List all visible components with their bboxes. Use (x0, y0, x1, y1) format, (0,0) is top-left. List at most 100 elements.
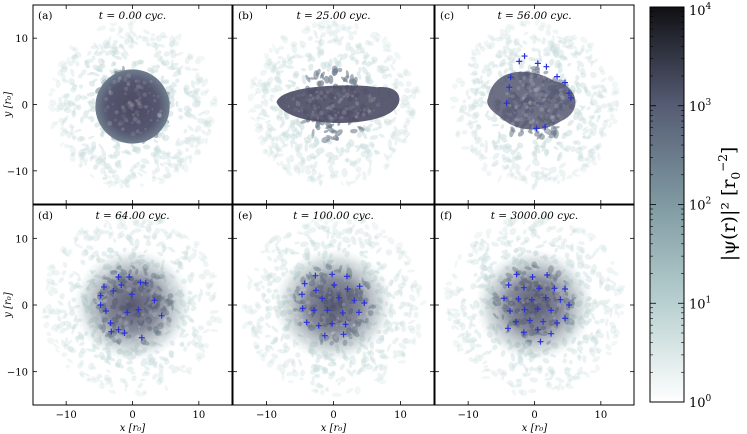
vortex-marker (151, 297, 158, 304)
vortex-marker (137, 279, 144, 286)
vortex-marker (506, 308, 513, 314)
x-tick-label: 10 (394, 410, 407, 421)
x-tick-label: −10 (256, 410, 277, 421)
vortex-marker (548, 330, 555, 337)
vortex-marker (311, 307, 318, 314)
vortex-marker (361, 300, 368, 306)
vortex-marker (554, 73, 561, 80)
vortex-marker (124, 309, 131, 316)
vortex-marker (329, 320, 336, 327)
vortex-marker (342, 321, 349, 328)
panel-time-label: t = 0.00 cyc. (99, 10, 166, 22)
vortex-marker (554, 320, 561, 326)
vortex-markers (500, 271, 572, 345)
vortex-marker (505, 282, 512, 288)
density-core (72, 248, 193, 362)
vortex-marker (516, 58, 523, 65)
panel-tag: (f) (440, 210, 452, 222)
x-tick-label: 0 (129, 410, 135, 421)
vortex-marker (329, 271, 336, 278)
vortex-marker (520, 284, 527, 291)
vortex-marker (339, 310, 346, 316)
panel-tag: (b) (238, 10, 253, 22)
panel-time-label: t = 3000.00 cyc. (491, 210, 578, 222)
vortex-marker (536, 285, 543, 292)
vortex-markers (503, 53, 574, 132)
colorbar-tick-label: 102 (689, 197, 711, 214)
colorbar-tick-label: 101 (689, 295, 711, 312)
vortex-marker (504, 325, 511, 332)
vortex-marker (301, 280, 308, 287)
panel-time-label: t = 100.00 cyc. (293, 210, 374, 222)
vortex-markers (97, 274, 165, 341)
density-halo (247, 18, 421, 187)
x-tick-label: −10 (458, 410, 479, 421)
panel-a: (a) t = 0.00 cyc. 10 0 −10 y [r₀] (3, 4, 233, 205)
vortex-marker (534, 60, 541, 67)
vortex-marker (562, 79, 569, 86)
vortex-marker (100, 284, 107, 290)
vortex-marker (313, 287, 320, 294)
vortex-marker (542, 124, 549, 131)
y-tick-label: −10 (7, 167, 28, 178)
vortex-marker (521, 53, 528, 60)
vortex-marker (335, 294, 342, 301)
vortex-marker (303, 319, 310, 326)
vortex-marker (544, 272, 551, 278)
vortex-marker (503, 100, 510, 107)
y-axis-label: y [r₀] (3, 92, 14, 119)
panel-tag: (c) (440, 10, 454, 22)
vortex-marker (351, 297, 358, 304)
colorbar: 100 101 102 103 104 |ψ(r)|² [r0−2] (649, 2, 743, 411)
colorbar-tick-label: 104 (689, 2, 712, 19)
vortex-marker (520, 329, 527, 336)
vortex-marker (534, 306, 541, 312)
vortex-marker (343, 273, 350, 280)
vortex-marker (102, 308, 109, 314)
y-tick-label: 10 (15, 234, 28, 245)
x-axis-label: x [r₀] (120, 423, 146, 434)
vortex-marker (158, 312, 165, 319)
vortex-marker (97, 302, 104, 308)
vortex-marker (528, 296, 535, 303)
vortex-marker (533, 125, 540, 132)
vortex-marker (562, 286, 569, 292)
colorbar-tick-label: 100 (689, 394, 712, 411)
vortex-marker (126, 274, 133, 280)
panel-c: (c) t = 56.00 cyc. (434, 4, 635, 205)
vortex-marker (110, 288, 117, 294)
vortex-marker (142, 280, 149, 286)
vortex-marker (115, 326, 122, 333)
vortex-marker (526, 317, 533, 324)
vortex-marker (537, 338, 544, 345)
colorbar-tick-label: 103 (689, 98, 712, 115)
panel-f: (f) t = 3000.00 cyc. −10 0 10 x [r₀] (434, 204, 635, 434)
vortex-marker (515, 296, 522, 302)
vortex-marker (319, 295, 326, 302)
vortex-marker (138, 334, 145, 341)
y-tick-label: −10 (7, 368, 28, 379)
vortex-marker (97, 292, 104, 299)
vortex-marker (540, 318, 547, 325)
vortex-marker (562, 315, 569, 322)
panel-e: (e) t = 100.00 cyc. −10 0 10 x [r₀] (232, 204, 435, 434)
colorbar-label: |ψ(r)|² [r0−2] (716, 147, 743, 262)
x-tick-label: 0 (330, 410, 336, 421)
x-axis-label: x [r₀] (321, 423, 347, 434)
density-core (276, 85, 400, 123)
vortex-marker (521, 306, 528, 313)
panel-d: (d) t = 64.00 cyc. 10 0 −10 y [r₀] −10 0 10 x [r₀… (3, 204, 233, 434)
x-axis-label: x [r₀] (522, 423, 548, 434)
vortex-marker (500, 295, 507, 302)
vortex-marker (513, 271, 520, 278)
vortex-marker (121, 330, 128, 336)
vortex-marker (108, 328, 115, 335)
vortex-marker (543, 63, 550, 70)
vortex-marker (565, 90, 572, 97)
x-tick-label: 10 (594, 410, 607, 421)
x-tick-label: −10 (56, 410, 77, 421)
vortex-marker (324, 307, 331, 314)
vortex-marker (565, 302, 572, 308)
vortex-marker (355, 309, 362, 316)
